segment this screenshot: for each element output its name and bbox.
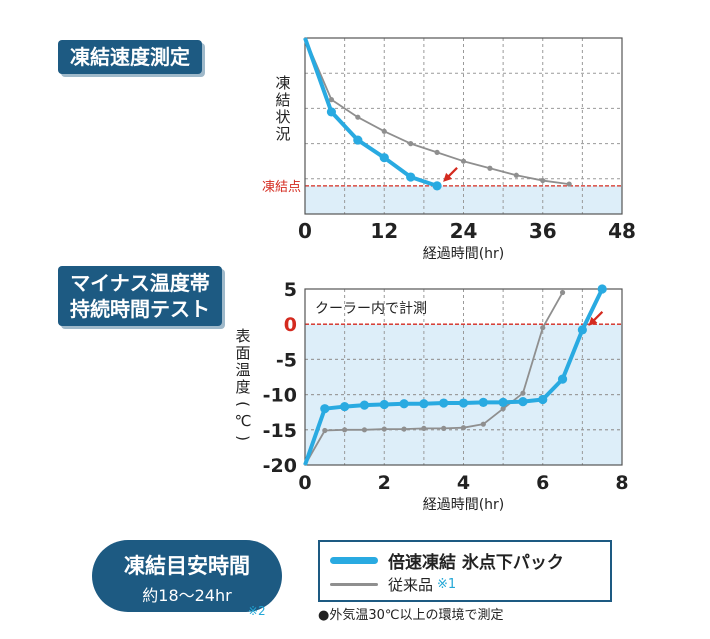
chart2-x-tick-label: 6	[536, 472, 549, 494]
chart2-point-blue	[320, 404, 330, 414]
chart2-point-blue	[439, 398, 449, 408]
chart1-point-gray	[328, 97, 335, 103]
chart2-point-blue	[478, 397, 488, 407]
chart2-y-tick-label: -20	[263, 455, 297, 477]
chart2-series-line-gray	[304, 292, 564, 466]
chart2-point-gray	[401, 426, 407, 432]
freeze-speed-title: 凍結速度測定	[58, 40, 202, 74]
chart2-point-gray	[480, 421, 486, 427]
chart2-point-gray	[322, 427, 328, 434]
chart2-point-gray	[500, 406, 506, 412]
chart2-y-tick-label: 0	[284, 314, 297, 336]
chart2-x-tick-label: 8	[615, 472, 628, 494]
chart1-y-axis-label-char: 況	[275, 125, 290, 143]
chart1-x-tick-label: 0	[298, 219, 312, 243]
chart2-frame	[304, 288, 623, 466]
chart2-series-line-blue	[303, 288, 604, 466]
legend-note-1: ※1	[437, 577, 457, 592]
chart2-point-gray	[342, 427, 348, 433]
chart2-point-blue	[359, 400, 370, 410]
chart1-point-blue	[326, 107, 337, 117]
chart2-point-blue	[379, 399, 389, 410]
chart1-point-blue	[353, 135, 363, 145]
chart1-x-tick-label: 36	[529, 219, 557, 243]
chart1-x-tick-label: 48	[608, 219, 636, 243]
chart2-x-axis-label: 経過時間(hr)	[423, 497, 505, 513]
minus-duration-title-line2: 持続時間テスト	[70, 297, 210, 321]
legend-item-blue: 倍速凍結 氷点下パック	[330, 548, 564, 573]
legend-swatch-gray	[330, 583, 378, 586]
chart2-y-axis-label-char: 度	[235, 378, 250, 396]
chart2-point-blue	[538, 394, 548, 405]
chart1-x-tick-label: 24	[450, 219, 478, 243]
chart2-point-blue	[419, 399, 429, 409]
freeze-time-pill: 凍結目安時間 約18〜24hr	[92, 540, 282, 612]
chart2-point-blue	[458, 398, 469, 408]
chart1-x-tick-label: 12	[370, 219, 398, 243]
chart2-y-tick-label: -5	[276, 349, 297, 371]
legend-label-gray: 従来品	[388, 576, 434, 594]
chart1-arrow-head	[443, 172, 453, 182]
chart1-point-gray	[460, 158, 467, 164]
chart2-point-gray	[441, 425, 447, 431]
freeze-time-title: 凍結目安時間	[124, 554, 250, 578]
chart2-y-axis-label-char: 面	[235, 344, 250, 362]
chart2-point-gray	[421, 425, 427, 431]
chart2-y-tick-label: -15	[263, 420, 297, 442]
chart1-y-axis-label-char: 結	[275, 91, 290, 109]
chart1-point-blue	[432, 181, 442, 191]
chart2-point-blue	[498, 397, 508, 407]
note-2: ※2	[248, 604, 266, 618]
chart1-point-gray	[381, 128, 387, 134]
chart1-x-axis-label: 経過時間(hr)	[423, 246, 505, 262]
chart1-point-gray	[566, 181, 572, 187]
chart2-point-blue	[577, 325, 587, 335]
chart1-point-gray	[355, 114, 361, 120]
chart2-x-tick-label: 4	[457, 472, 470, 494]
chart2-arrow-head	[588, 316, 598, 326]
chart2-y-axis-label-char: )	[234, 435, 252, 441]
chart2-point-blue	[340, 401, 350, 412]
chart2-y-axis-label-char: 表	[235, 327, 250, 345]
footnote: ●外気温30℃以上の環境で測定	[318, 608, 504, 623]
chart2-point-blue	[518, 397, 528, 407]
legend-label-blue: 倍速凍結 氷点下パック	[388, 553, 564, 573]
chart1-reference-label: 凍結点	[262, 179, 301, 195]
chart2-y-axis-label-char: ℃	[235, 412, 252, 430]
chart2-annotation: クーラー内で計測	[315, 301, 427, 317]
chart2-point-blue	[399, 399, 409, 409]
legend-swatch-blue	[330, 557, 378, 564]
legend-box: 倍速凍結 氷点下パック 従来品 ※1	[318, 540, 612, 602]
chart2-point-gray	[361, 427, 368, 433]
legend-item-gray: 従来品 ※1	[330, 574, 456, 595]
chart1-frame	[304, 37, 623, 215]
chart2-y-tick-label: 5	[284, 279, 297, 301]
chart1-point-gray	[487, 165, 493, 171]
chart2-point-gray	[460, 425, 467, 431]
chart2-y-axis-label-char: (	[234, 401, 252, 407]
chart2-point-gray	[381, 426, 387, 432]
chart2-point-blue	[597, 284, 607, 294]
chart2-y-axis-label-char: 温	[235, 361, 250, 379]
chart2-point-gray	[559, 289, 566, 296]
chart2-y-tick-label: -10	[263, 385, 297, 407]
chart2-point-gray	[540, 325, 546, 331]
chart1-point-blue	[379, 153, 389, 163]
chart1-y-axis-label-char: 凍	[275, 74, 290, 92]
chart1-series-line-blue	[303, 37, 438, 188]
chart2-point-gray	[520, 390, 526, 396]
chart1-point-gray	[434, 149, 440, 155]
chart2-point-blue	[557, 374, 568, 384]
chart1-point-blue	[406, 172, 416, 182]
freeze-time-value: 約18〜24hr	[142, 586, 232, 605]
chart1-point-gray	[513, 172, 519, 178]
chart1-y-axis-label-char: 状	[275, 108, 290, 126]
chart1-point-gray	[408, 141, 414, 147]
chart2-x-tick-label: 2	[378, 472, 391, 494]
chart1-point-gray	[540, 177, 546, 184]
minus-duration-title: マイナス温度帯 持続時間テスト	[58, 266, 222, 326]
chart2-x-tick-label: 0	[298, 472, 311, 494]
minus-duration-title-line1: マイナス温度帯	[70, 271, 210, 295]
